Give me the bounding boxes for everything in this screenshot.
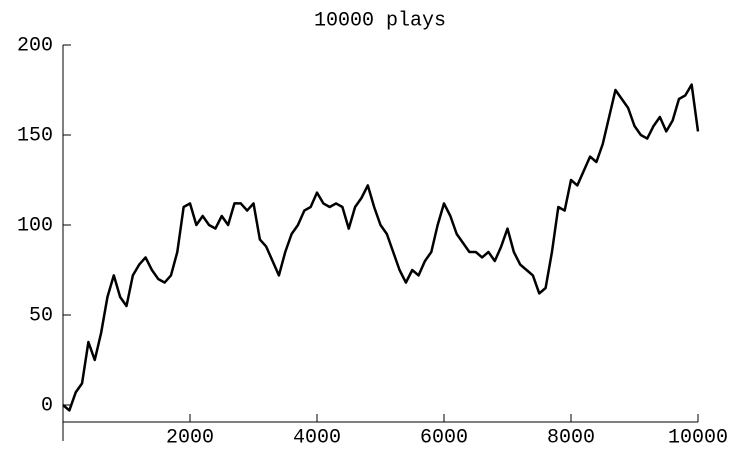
y-tick-label: 100 — [17, 214, 53, 237]
y-tick-label: 50 — [29, 304, 53, 327]
data-line — [62, 83, 700, 412]
x-tick-label: 2000 — [166, 426, 214, 449]
chart-title: 10000 plays — [314, 9, 446, 32]
x-tick-label: 6000 — [420, 426, 468, 449]
y-tick-label: 0 — [41, 394, 53, 417]
x-tick-label: 4000 — [293, 426, 341, 449]
x-tick-label: 8000 — [547, 426, 595, 449]
y-tick-label: 150 — [17, 124, 53, 147]
x-tick-label: 10000 — [668, 426, 728, 449]
y-tick-label: 200 — [17, 34, 53, 57]
